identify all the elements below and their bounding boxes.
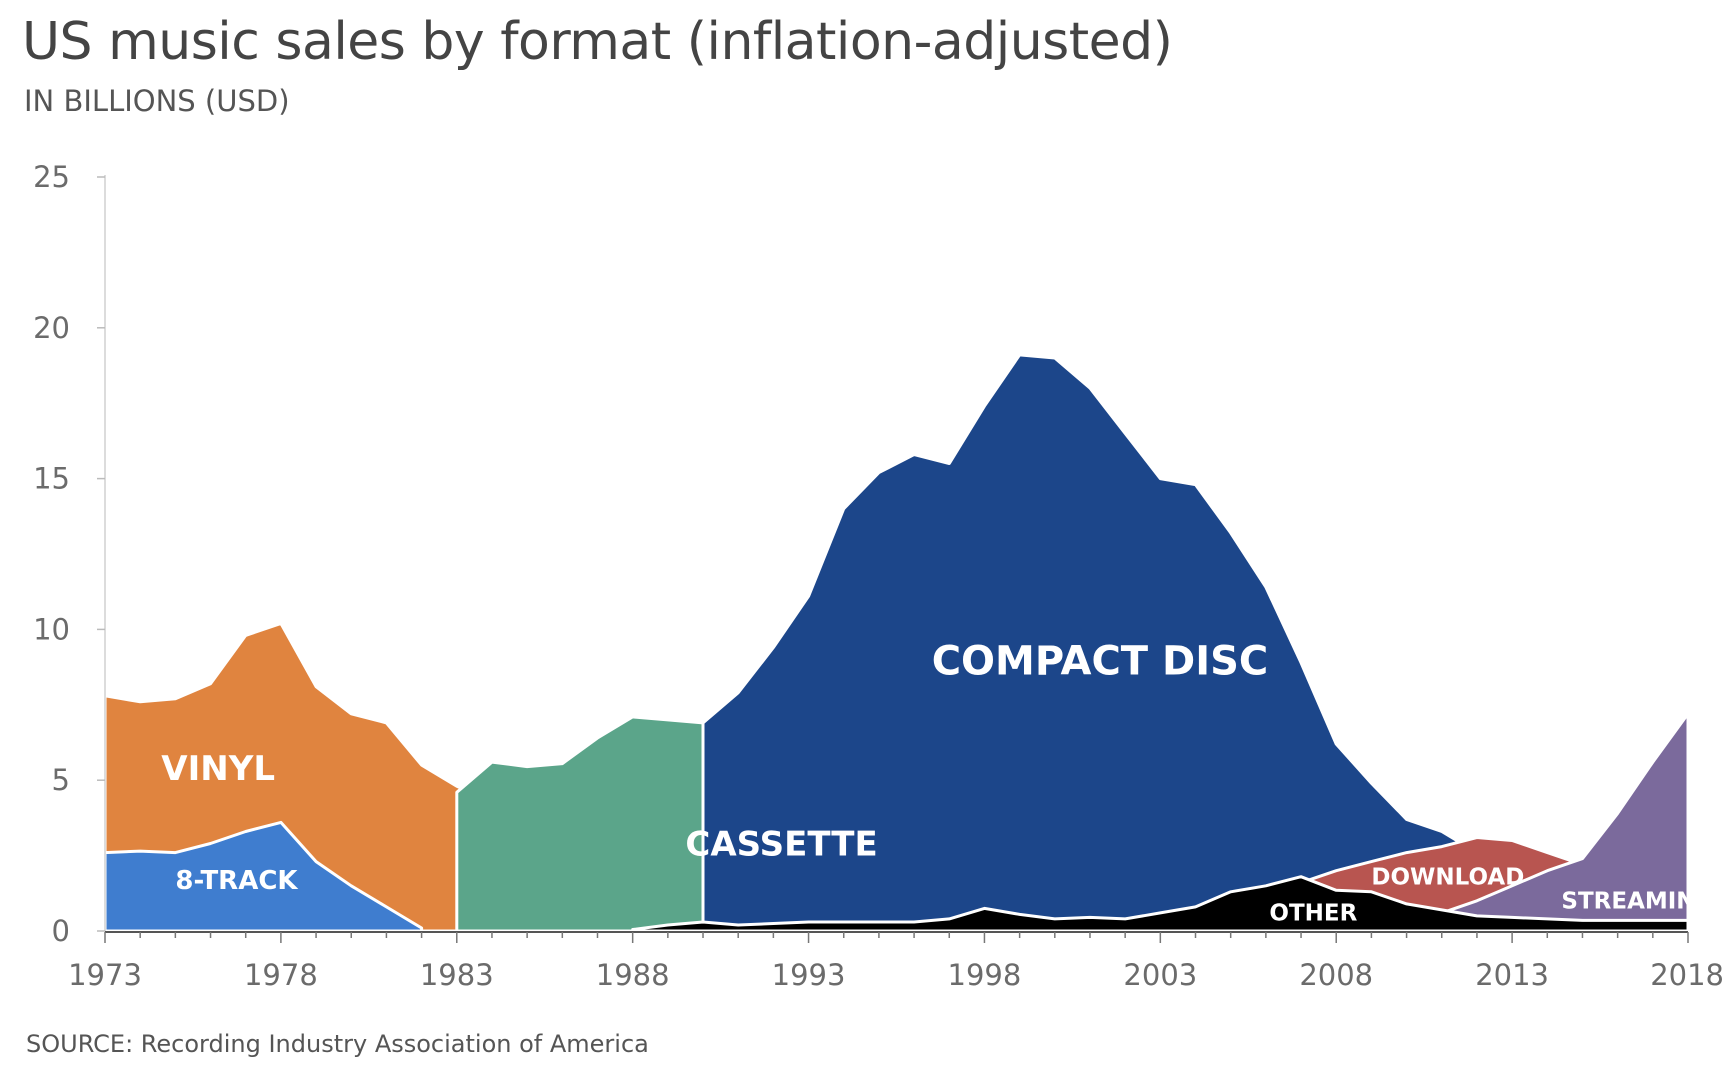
series-label-compact-disc: COMPACT DISC	[932, 639, 1269, 685]
series-label-streaming: STREAMING	[1561, 888, 1714, 914]
x-tick-label: 1978	[244, 958, 318, 992]
chart-title: US music sales by format (inflation-adju…	[22, 12, 1173, 72]
y-tick-label: 5	[52, 763, 70, 797]
x-tick-label: 1973	[68, 958, 142, 992]
x-tick-label: 2008	[1299, 958, 1373, 992]
series-label-8-track: 8-TRACK	[175, 866, 298, 896]
axes: 0 5 10 15 20 25 1973 1978 1983 1988 1993 1998 2003 20…	[33, 160, 1724, 992]
x-tick-label: 2018	[1650, 958, 1724, 992]
x-tick-label: 1998	[948, 958, 1022, 992]
y-tick-label: 0	[52, 914, 70, 948]
y-tick-label: 20	[33, 311, 70, 345]
series-label-download: DOWNLOAD	[1371, 864, 1524, 890]
x-tick-label: 1983	[420, 958, 494, 992]
x-tick-label: 2013	[1475, 958, 1549, 992]
x-tick-label: 1993	[772, 958, 846, 992]
series-labels: VINYL 8-TRACK CASSETTE COMPACT DISC DOWNLOAD…	[161, 639, 1714, 927]
series-label-vinyl: VINYL	[161, 749, 275, 789]
series-areas	[103, 353, 1690, 933]
y-tick-label: 15	[33, 462, 70, 496]
series-label-cassette: CASSETTE	[685, 825, 877, 865]
x-tick-label: 1988	[596, 958, 670, 992]
x-tick-label: 2003	[1123, 958, 1197, 992]
source-note: SOURCE: Recording Industry Association o…	[26, 1030, 649, 1058]
area-streaming	[1440, 712, 1690, 933]
area-compact-disc	[701, 353, 1479, 933]
area-other	[631, 875, 1690, 933]
chart-subtitle: IN BILLIONS (USD)	[24, 84, 290, 118]
series-label-other: OTHER	[1269, 900, 1357, 926]
y-tick-label: 25	[33, 160, 70, 194]
y-tick-label: 10	[33, 612, 70, 646]
area-8-track	[103, 820, 424, 933]
